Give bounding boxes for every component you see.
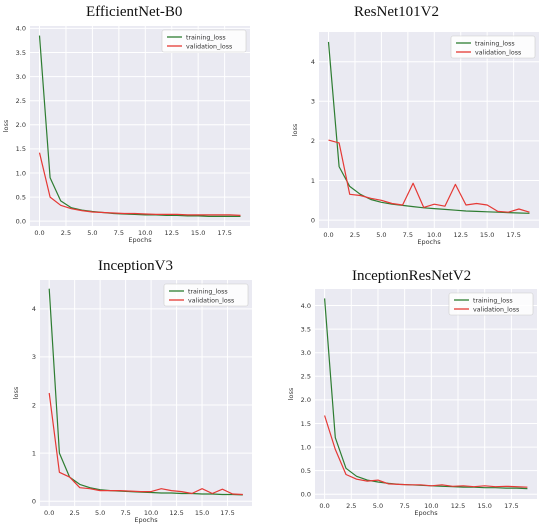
y-axis-label: loss xyxy=(287,387,295,400)
y-axis-label: loss xyxy=(2,119,10,132)
legend-box xyxy=(448,292,534,316)
y-tick-label: 3.0 xyxy=(301,349,311,357)
plot-area xyxy=(40,280,252,506)
loss-chart-efficientnet: 0.0 2.5 5.0 7.5 10.0 12.5 15.0 17.5 0.0 0.5 1.0 1.5… xyxy=(2,25,250,244)
y-tick-label: 4 xyxy=(311,58,315,66)
y-tick-label: 2 xyxy=(32,401,36,409)
y-tick-label: 2.0 xyxy=(16,121,26,129)
y-tick-label: 0.5 xyxy=(16,193,26,201)
x-tick-label: 7.5 xyxy=(114,229,124,237)
series-line-training-loss xyxy=(38,35,241,217)
x-tick-label: 0.0 xyxy=(34,229,44,237)
x-tick-label: 12.5 xyxy=(164,229,178,237)
loss-chart-inceptionv3: 0.0 2.5 5.0 7.5 10.0 12.5 15.0 17.5 0 1 2 3 4 Epochs l… xyxy=(12,280,252,524)
x-tick-label: 17.5 xyxy=(217,229,231,237)
legend-box xyxy=(450,35,536,59)
x-tick-label: 10.0 xyxy=(424,502,438,510)
chart-title-0: EfficientNet-B0 xyxy=(86,4,183,20)
y-tick-label: 3 xyxy=(32,353,36,361)
x-tick-label: 17.5 xyxy=(506,231,520,239)
y-tick-label: 1.0 xyxy=(16,169,26,177)
legend-box xyxy=(161,29,247,53)
x-tick-label: 0.0 xyxy=(323,231,333,239)
series-line-validation-loss xyxy=(324,415,528,488)
y-tick-label: 0.0 xyxy=(301,491,311,499)
x-tick-label: 12.5 xyxy=(451,502,465,510)
y-tick-label: 3.5 xyxy=(301,325,311,333)
chart-title-1: ResNet101V2 xyxy=(354,4,439,20)
x-tick-label: 17.5 xyxy=(220,509,234,517)
legend-label: validation_loss xyxy=(186,43,232,50)
x-axis-label: Epochs xyxy=(417,238,441,246)
x-tick-label: 2.5 xyxy=(346,502,356,510)
y-tick-label: 1.5 xyxy=(16,145,26,153)
y-tick-label: 1 xyxy=(32,449,36,457)
y-tick-label: 2.5 xyxy=(16,97,26,105)
x-tick-label: 10.0 xyxy=(138,229,152,237)
loss-chart-resnet: 0.0 2.5 5.0 7.5 10.0 12.5 15.0 17.5 0 1 2 3 4 Epochs l… xyxy=(291,32,539,246)
chart-title-3: InceptionResNetV2 xyxy=(352,268,472,284)
y-tick-label: 0 xyxy=(311,216,315,224)
y-tick-label: 1.0 xyxy=(301,443,311,451)
y-tick-label: 4.0 xyxy=(301,302,311,310)
y-tick-label: 1.5 xyxy=(301,420,311,428)
x-tick-label: 15.0 xyxy=(477,502,491,510)
legend-label: training_loss xyxy=(475,40,515,47)
series-line-validation-loss xyxy=(38,152,241,216)
x-tick-label: 7.5 xyxy=(120,509,130,517)
y-axis-label: loss xyxy=(12,386,20,399)
y-axis-label: loss xyxy=(291,123,299,136)
x-tick-label: 10.0 xyxy=(427,231,441,239)
legend-label: training_loss xyxy=(188,288,228,295)
y-tick-label: 4.0 xyxy=(16,25,26,33)
x-tick-label: 2.5 xyxy=(350,231,360,239)
y-tick-label: 2.0 xyxy=(301,396,311,404)
legend-label: validation_loss xyxy=(473,306,519,313)
x-axis-label: Epochs xyxy=(414,509,438,517)
series-line-validation-loss xyxy=(48,392,243,496)
x-tick-label: 5.0 xyxy=(376,231,386,239)
x-tick-label: 0.0 xyxy=(44,509,54,517)
plot-area xyxy=(30,26,250,226)
y-tick-label: 3 xyxy=(311,98,315,106)
loss-chart-inceptionresnet: 0.0 2.5 5.0 7.5 10.0 12.5 15.0 17.5 0.0 0.5 1.0 1.5… xyxy=(287,289,537,517)
legend-label: training_loss xyxy=(473,297,513,304)
legend-box xyxy=(163,283,249,307)
x-tick-label: 15.0 xyxy=(195,509,209,517)
x-tick-label: 5.0 xyxy=(95,509,105,517)
x-tick-label: 12.5 xyxy=(453,231,467,239)
x-tick-label: 7.5 xyxy=(399,502,409,510)
legend-label: validation_loss xyxy=(475,49,521,56)
y-tick-label: 0 xyxy=(32,497,36,505)
y-tick-label: 3.5 xyxy=(16,49,26,57)
x-tick-label: 12.5 xyxy=(169,509,183,517)
x-tick-label: 15.0 xyxy=(480,231,494,239)
x-tick-label: 15.0 xyxy=(191,229,205,237)
x-tick-label: 10.0 xyxy=(144,509,158,517)
legend-label: training_loss xyxy=(186,34,226,41)
series-line-training-loss xyxy=(327,41,530,214)
series-line-validation-loss xyxy=(328,139,530,213)
chart-title-2: InceptionV3 xyxy=(98,258,173,274)
x-tick-label: 5.0 xyxy=(87,229,97,237)
x-axis-label: Epochs xyxy=(128,236,152,244)
y-tick-label: 2.5 xyxy=(301,373,311,381)
y-tick-label: 2 xyxy=(311,137,315,145)
x-tick-label: 2.5 xyxy=(69,509,79,517)
x-tick-label: 5.0 xyxy=(373,502,383,510)
y-tick-label: 0.5 xyxy=(301,467,311,475)
y-tick-label: 3.0 xyxy=(16,73,26,81)
x-tick-label: 7.5 xyxy=(403,231,413,239)
y-tick-label: 4 xyxy=(32,305,36,313)
plot-area xyxy=(315,289,537,499)
y-tick-label: 1 xyxy=(311,177,315,185)
x-axis-label: Epochs xyxy=(134,516,158,524)
x-tick-label: 17.5 xyxy=(504,502,518,510)
x-tick-label: 2.5 xyxy=(61,229,71,237)
legend-label: validation_loss xyxy=(188,297,234,304)
y-tick-label: 0.0 xyxy=(16,217,26,225)
series-line-training-loss xyxy=(48,288,243,496)
x-tick-label: 0.0 xyxy=(319,502,329,510)
